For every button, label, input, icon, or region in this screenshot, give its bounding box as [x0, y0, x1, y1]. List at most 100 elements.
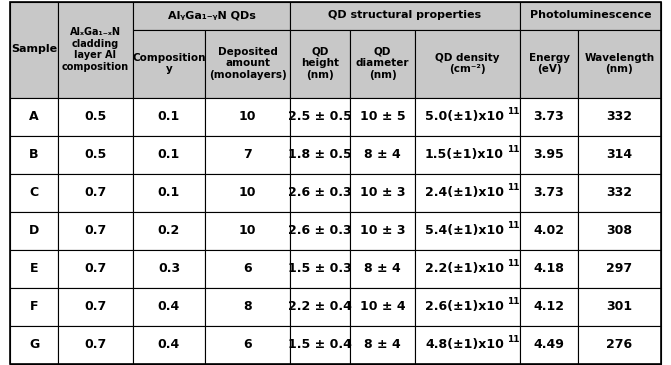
Bar	[290, 97, 350, 135]
Bar	[290, 211, 350, 250]
Bar	[520, 288, 578, 326]
Text: 10 ± 4: 10 ± 4	[360, 300, 405, 313]
Text: 3.73: 3.73	[533, 110, 564, 123]
Bar	[290, 250, 350, 288]
Text: 0.7: 0.7	[85, 224, 107, 237]
Bar	[10, 97, 58, 135]
Bar	[205, 97, 290, 135]
Bar	[290, 135, 350, 173]
Bar	[58, 97, 133, 135]
Bar	[350, 173, 415, 211]
Bar	[133, 135, 205, 173]
Bar	[520, 173, 578, 211]
Bar	[350, 250, 415, 288]
Bar	[58, 1, 133, 97]
Bar	[10, 135, 58, 173]
Text: 11: 11	[507, 145, 519, 154]
Bar	[578, 211, 661, 250]
Text: E: E	[30, 262, 38, 275]
Text: 10: 10	[239, 224, 256, 237]
Bar	[290, 326, 350, 364]
Text: 2.6(±1)x10: 2.6(±1)x10	[425, 300, 504, 313]
Text: 4.12: 4.12	[533, 300, 564, 313]
Text: 0.5: 0.5	[85, 110, 107, 123]
Text: D: D	[29, 224, 39, 237]
Text: 276: 276	[607, 338, 633, 351]
Text: 2.6 ± 0.3: 2.6 ± 0.3	[288, 224, 352, 237]
Bar	[520, 30, 578, 97]
Bar	[58, 250, 133, 288]
Bar	[520, 250, 578, 288]
Text: 0.7: 0.7	[85, 262, 107, 275]
Text: AlᵧGa₁₋ᵧN QDs: AlᵧGa₁₋ᵧN QDs	[168, 11, 256, 20]
Bar	[10, 326, 58, 364]
Bar	[205, 211, 290, 250]
Text: 11: 11	[507, 107, 519, 116]
Text: Wavelength
(nm): Wavelength (nm)	[584, 53, 655, 74]
Text: A: A	[29, 110, 39, 123]
Text: Photoluminescence: Photoluminescence	[529, 11, 652, 20]
Text: 8: 8	[243, 300, 252, 313]
Text: 314: 314	[607, 148, 633, 161]
Bar	[205, 326, 290, 364]
Bar	[205, 288, 290, 326]
Bar	[290, 30, 350, 97]
Text: 10 ± 3: 10 ± 3	[360, 186, 405, 199]
Bar	[578, 97, 661, 135]
Text: 8 ± 4: 8 ± 4	[364, 338, 401, 351]
Text: 297: 297	[607, 262, 633, 275]
Bar	[133, 250, 205, 288]
Bar	[415, 326, 520, 364]
Bar	[350, 326, 415, 364]
Bar	[350, 135, 415, 173]
Bar	[578, 135, 661, 173]
Bar	[133, 1, 290, 30]
Text: 2.6 ± 0.3: 2.6 ± 0.3	[288, 186, 352, 199]
Bar	[133, 30, 205, 97]
Text: Composition
y: Composition y	[132, 53, 206, 74]
Bar	[58, 326, 133, 364]
Text: 10 ± 3: 10 ± 3	[360, 224, 405, 237]
Text: 0.5: 0.5	[85, 148, 107, 161]
Bar	[350, 288, 415, 326]
Text: G: G	[29, 338, 39, 351]
Text: 4.8(±1)x10: 4.8(±1)x10	[425, 338, 504, 351]
Text: F: F	[30, 300, 38, 313]
Text: 2.4(±1)x10: 2.4(±1)x10	[425, 186, 504, 199]
Bar	[520, 211, 578, 250]
Text: 10 ± 5: 10 ± 5	[360, 110, 405, 123]
Text: 6: 6	[243, 338, 252, 351]
Text: 5.0(±1)x10: 5.0(±1)x10	[425, 110, 504, 123]
Text: 4.18: 4.18	[533, 262, 564, 275]
Bar	[520, 135, 578, 173]
Text: QD
height
(nm): QD height (nm)	[301, 47, 339, 80]
Bar	[58, 135, 133, 173]
Text: 0.3: 0.3	[158, 262, 180, 275]
Bar	[415, 97, 520, 135]
Text: 11: 11	[507, 221, 519, 230]
Text: 0.4: 0.4	[158, 300, 180, 313]
Text: B: B	[30, 148, 39, 161]
Text: 1.5 ± 0.4: 1.5 ± 0.4	[288, 338, 352, 351]
Bar	[578, 326, 661, 364]
Text: 1.5 ± 0.3: 1.5 ± 0.3	[288, 262, 352, 275]
Bar	[58, 173, 133, 211]
Text: 301: 301	[607, 300, 633, 313]
Text: 0.1: 0.1	[158, 186, 180, 199]
Bar	[205, 250, 290, 288]
Text: 4.49: 4.49	[533, 338, 564, 351]
Bar	[520, 97, 578, 135]
Bar	[10, 288, 58, 326]
Bar	[133, 288, 205, 326]
Text: 7: 7	[243, 148, 252, 161]
Text: 2.2 ± 0.4: 2.2 ± 0.4	[288, 300, 352, 313]
Bar	[415, 30, 520, 97]
Text: 10: 10	[239, 110, 256, 123]
Bar	[578, 288, 661, 326]
Text: 8 ± 4: 8 ± 4	[364, 148, 401, 161]
Bar	[290, 288, 350, 326]
Bar	[58, 288, 133, 326]
Bar	[578, 250, 661, 288]
Text: 5.4(±1)x10: 5.4(±1)x10	[425, 224, 504, 237]
Text: 1.8 ± 0.5: 1.8 ± 0.5	[288, 148, 352, 161]
